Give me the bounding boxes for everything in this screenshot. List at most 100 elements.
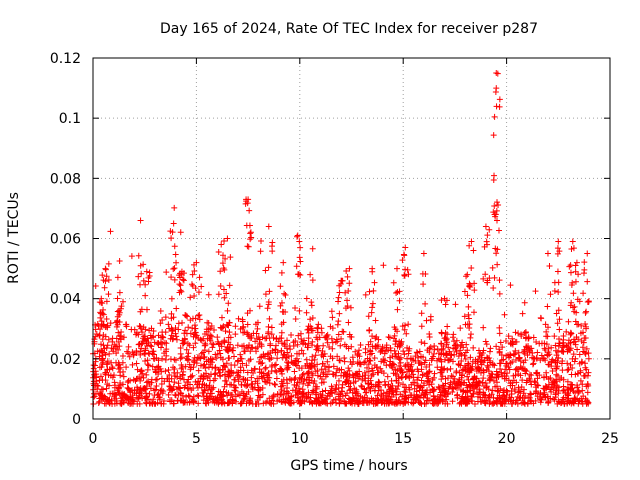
data-point	[512, 399, 519, 406]
data-point	[168, 332, 175, 339]
data-point	[369, 367, 376, 374]
data-point	[207, 377, 214, 384]
data-point	[278, 269, 285, 276]
data-point	[389, 362, 396, 369]
data-point	[266, 315, 273, 322]
data-point	[198, 283, 205, 290]
data-point	[217, 283, 224, 289]
data-point	[300, 390, 307, 397]
data-point	[338, 366, 345, 373]
data-point	[183, 312, 190, 319]
data-point	[171, 265, 178, 272]
data-point	[403, 330, 410, 337]
data-point	[459, 388, 466, 395]
data-point	[190, 397, 197, 404]
data-point	[549, 368, 556, 375]
data-point	[173, 305, 180, 312]
data-point	[362, 291, 369, 298]
data-point	[129, 397, 136, 404]
data-point	[365, 313, 372, 320]
data-point	[309, 245, 316, 252]
data-point	[207, 325, 214, 332]
data-point	[484, 362, 491, 369]
data-point	[258, 369, 265, 376]
data-point	[465, 360, 472, 367]
data-point	[257, 248, 264, 255]
data-point	[470, 309, 477, 316]
data-point	[337, 357, 344, 364]
data-point	[159, 390, 166, 397]
data-point	[252, 345, 259, 352]
data-point	[486, 372, 493, 379]
data-point	[269, 248, 276, 255]
data-point	[489, 387, 496, 394]
data-point	[294, 232, 301, 239]
data-point	[100, 311, 107, 318]
data-point	[543, 328, 550, 335]
data-point	[283, 388, 290, 395]
data-point	[180, 399, 187, 406]
data-point	[255, 400, 262, 407]
data-point	[227, 254, 234, 261]
data-point	[281, 388, 288, 395]
data-point	[575, 398, 582, 405]
data-point	[533, 339, 540, 346]
data-point	[324, 339, 331, 346]
data-point	[143, 340, 150, 347]
data-point	[537, 399, 544, 406]
data-point	[383, 400, 390, 407]
data-point	[579, 344, 586, 351]
data-point	[208, 333, 215, 340]
data-point	[163, 269, 170, 276]
data-point	[195, 367, 202, 374]
data-point	[123, 321, 130, 328]
data-point	[581, 259, 588, 266]
data-point	[572, 338, 579, 345]
data-point	[507, 339, 514, 346]
data-point	[90, 378, 97, 385]
data-point	[521, 399, 528, 406]
data-point	[215, 249, 222, 256]
data-point	[225, 300, 232, 307]
data-point	[496, 96, 503, 103]
data-point	[182, 382, 189, 389]
data-point	[555, 238, 562, 245]
data-point	[203, 382, 210, 389]
data-point	[363, 364, 370, 371]
data-point	[211, 326, 218, 333]
data-point	[556, 326, 563, 333]
data-point	[371, 362, 378, 369]
data-point	[368, 309, 375, 316]
data-point	[286, 375, 293, 382]
data-point	[299, 372, 306, 379]
data-point	[104, 358, 111, 365]
data-point	[309, 314, 316, 321]
data-point	[113, 350, 120, 357]
data-point	[499, 373, 506, 380]
data-point	[191, 358, 198, 365]
data-point	[449, 358, 456, 365]
data-point	[191, 292, 198, 299]
data-point	[427, 313, 434, 320]
data-point	[265, 370, 272, 377]
data-point	[573, 309, 580, 316]
data-point	[204, 374, 211, 381]
data-point	[262, 335, 269, 342]
data-point	[562, 394, 569, 401]
data-point	[355, 375, 362, 382]
data-point	[493, 103, 500, 110]
data-point	[496, 324, 503, 331]
data-point	[237, 364, 244, 371]
data-point	[516, 354, 523, 361]
data-point	[142, 399, 149, 406]
data-point	[569, 238, 576, 245]
data-point	[480, 375, 487, 382]
data-point	[137, 308, 144, 315]
data-point	[349, 371, 356, 378]
data-point	[150, 334, 157, 341]
y-tick-label: 0.06	[50, 232, 81, 248]
data-point	[497, 339, 504, 346]
data-point	[280, 351, 287, 358]
data-point	[92, 283, 99, 290]
data-point	[377, 396, 384, 403]
